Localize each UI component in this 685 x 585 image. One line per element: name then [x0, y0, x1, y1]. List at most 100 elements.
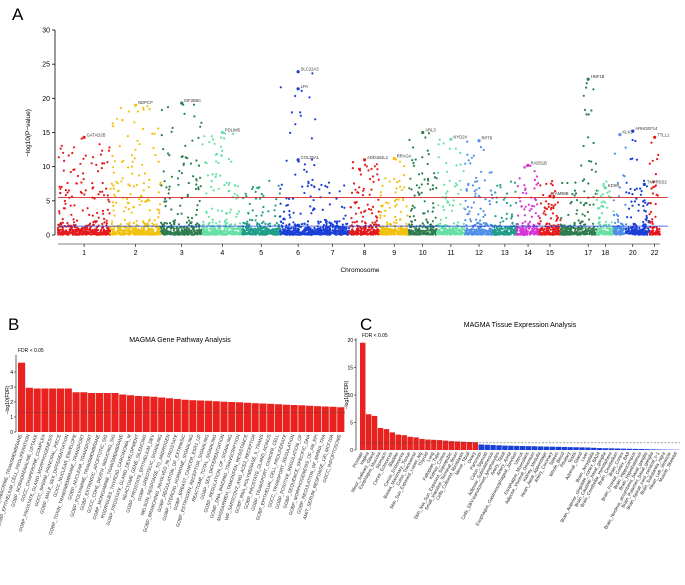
manhattan-point — [192, 228, 195, 231]
manhattan-point — [197, 188, 200, 191]
manhattan-point — [168, 185, 171, 188]
manhattan-point — [262, 220, 265, 223]
manhattan-point — [310, 232, 313, 235]
tissue-bar — [407, 436, 413, 450]
pathway-bar — [41, 388, 49, 432]
manhattan-point — [93, 228, 97, 231]
manhattan-point — [72, 146, 76, 149]
manhattan-point — [401, 198, 405, 202]
tissue-bar — [442, 440, 449, 450]
manhattan-point — [436, 232, 440, 235]
manhattan-point — [656, 158, 659, 161]
manhattan-point — [601, 193, 604, 196]
manhattan-point — [101, 181, 104, 185]
manhattan-point — [635, 197, 638, 200]
manhattan-point — [635, 158, 639, 161]
tissue-bar — [620, 448, 627, 451]
manhattan-point — [157, 232, 160, 235]
manhattan-point — [66, 191, 69, 194]
manhattan-point — [110, 182, 113, 185]
manhattan-point — [589, 230, 592, 233]
manhattan-point — [325, 231, 328, 234]
manhattan-point — [276, 230, 279, 233]
manhattan-point — [131, 165, 134, 168]
manhattan-point — [176, 228, 179, 231]
manhattan-point — [608, 232, 611, 235]
manhattan-point — [376, 216, 379, 219]
manhattan-point — [621, 223, 624, 226]
manhattan-point — [395, 222, 398, 225]
manhattan-point — [599, 230, 602, 233]
manhattan-point — [137, 174, 141, 177]
manhattan-point — [248, 218, 251, 221]
manhattan-point — [574, 181, 577, 184]
manhattan-point — [583, 108, 587, 111]
pathway-bar — [251, 403, 259, 432]
manhattan-point — [551, 228, 554, 231]
manhattan-point — [645, 219, 648, 222]
manhattan-point — [608, 190, 611, 193]
manhattan-point — [129, 193, 132, 196]
manhattan-point — [379, 214, 382, 217]
manhattan-point — [587, 113, 590, 116]
manhattan-point — [408, 233, 411, 236]
manhattan-point — [370, 167, 373, 171]
manhattan-point — [403, 186, 406, 189]
manhattan-x-tick-label: 11 — [447, 250, 454, 257]
manhattan-point — [584, 226, 587, 229]
manhattan-point — [380, 233, 383, 236]
pathway-bar — [18, 362, 26, 432]
manhattan-point — [604, 230, 607, 233]
manhattan-point — [102, 212, 105, 215]
pathway-bar — [25, 387, 33, 432]
manhattan-point — [264, 222, 267, 225]
manhattan-point — [545, 207, 549, 210]
manhattan-point — [123, 218, 127, 221]
panel-letter-b: B — [8, 315, 19, 334]
manhattan-point — [225, 226, 228, 229]
manhattan-point — [592, 141, 595, 145]
manhattan-point — [66, 221, 69, 225]
manhattan-point — [556, 201, 560, 204]
manhattan-point — [592, 88, 595, 91]
manhattan-point — [162, 148, 165, 151]
manhattan-point — [534, 198, 538, 202]
manhattan-point — [363, 229, 366, 232]
manhattan-point — [594, 162, 598, 165]
manhattan-point — [162, 227, 166, 230]
manhattan-point — [556, 229, 560, 232]
manhattan-point — [543, 206, 546, 209]
manhattan-gene-label: KLK3 — [622, 130, 633, 135]
manhattan-point — [112, 166, 115, 169]
manhattan-point — [262, 226, 265, 229]
manhattan-point — [267, 223, 270, 226]
manhattan-point — [254, 197, 258, 200]
manhattan-point — [231, 231, 235, 234]
manhattan-point — [470, 227, 473, 231]
manhattan-point — [279, 202, 282, 205]
manhattan-point — [551, 180, 554, 183]
manhattan-point — [80, 137, 83, 140]
manhattan-point — [81, 209, 84, 212]
manhattan-point — [103, 217, 106, 220]
manhattan-point — [125, 197, 129, 201]
manhattan-point — [451, 204, 455, 207]
manhattan-point — [320, 183, 323, 187]
manhattan-point — [393, 221, 396, 224]
manhattan-point — [274, 228, 277, 231]
manhattan-point — [248, 202, 251, 205]
manhattan-point — [271, 231, 274, 234]
manhattan-point — [442, 208, 445, 211]
manhattan-point — [303, 222, 306, 225]
tissue-bar — [484, 444, 490, 450]
manhattan-point — [76, 228, 79, 231]
manhattan-point — [61, 221, 64, 224]
manhattan-point — [75, 182, 78, 185]
manhattan-point — [215, 152, 219, 155]
manhattan-point — [335, 222, 338, 225]
manhattan-point — [427, 153, 430, 156]
manhattan-point — [328, 221, 331, 224]
manhattan-point — [284, 226, 288, 229]
manhattan-x-tick-label: 20 — [629, 250, 637, 257]
manhattan-point — [112, 209, 115, 212]
